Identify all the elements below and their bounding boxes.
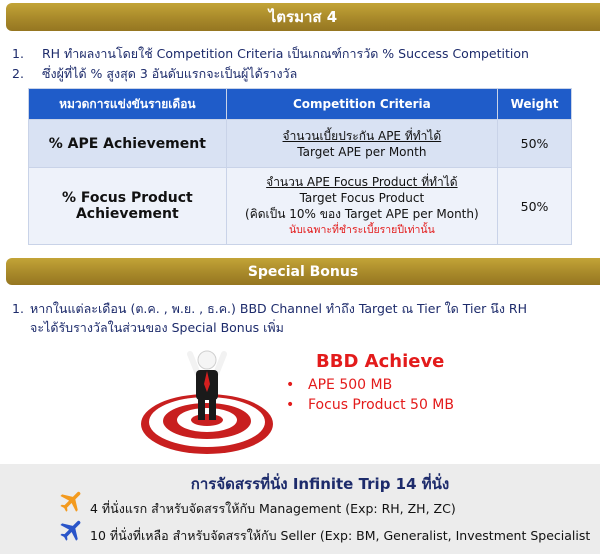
rule-number: 2. — [12, 66, 24, 81]
trip-row: 4 ที่นั่งแรก สำหรับจัดสรรให้กับ Manageme… — [90, 501, 456, 516]
criteria-note: (คิดเป็น 10% ของ Target APE per Month) — [245, 207, 479, 221]
rule-text: RH ทำผลงานโดยใช้ Competition Criteria เป… — [42, 46, 529, 61]
quarter-banner-title: ไตรมาส 4 — [268, 8, 338, 26]
bonus-rule-line: จะได้รับรางวัลในส่วนของ Special Bonus เพ… — [30, 320, 284, 335]
weight-cell: 50% — [497, 167, 572, 245]
competition-table: หมวดการแข่งขันรายเดือน Competition Crite… — [28, 88, 572, 245]
bonus-banner: Special Bonus — [6, 258, 600, 285]
category-cell: % Focus Product Achievement — [28, 167, 227, 245]
achieve-title: BBD Achieve — [316, 351, 445, 372]
criteria-cell: จำนวน APE Focus Product ที่ทำได้ Target … — [225, 167, 499, 245]
header-category: หมวดการแข่งขันรายเดือน — [28, 88, 227, 120]
quarter-banner: ไตรมาส 4 — [6, 3, 600, 31]
bonus-banner-title: Special Bonus — [247, 263, 359, 280]
rule-item: 1. RH ทำผลงานโดยใช้ Competition Criteria … — [12, 44, 529, 64]
table-row: % Focus Product Achievement จำนวน APE Fo… — [28, 167, 572, 245]
criteria-numerator: จำนวน APE Focus Product ที่ทำได้ — [266, 175, 458, 189]
criteria-numerator: จำนวนเบี้ยประกัน APE ที่ทำได้ — [282, 128, 442, 143]
criteria-cell: จำนวนเบี้ยประกัน APE ที่ทำได้ Target APE… — [225, 119, 499, 168]
category-line: % Focus Product — [61, 190, 193, 206]
trip-panel — [0, 464, 600, 554]
weight-cell: 50% — [497, 119, 572, 168]
rule-item: 2. ซึ่งผู้ที่ได้ % สูงสุด 3 อันดับแรกจะเป… — [12, 64, 297, 84]
airplane-icon — [60, 491, 81, 512]
bonus-rule-line: หากในแต่ละเดือน (ต.ค. , พ.ย. , ธ.ค.) BBD… — [30, 301, 527, 316]
target-figure-icon — [141, 350, 273, 454]
criteria-denominator: Target APE per Month — [297, 144, 427, 159]
achieve-list: APE 500 MB Focus Product 50 MB — [286, 375, 454, 415]
bonus-rule: 1. หากในแต่ละเดือน (ต.ค. , พ.ย. , ธ.ค.) … — [12, 299, 527, 337]
header-weight: Weight — [497, 88, 572, 120]
criteria-denominator: Target Focus Product — [299, 191, 425, 205]
header-criteria: Competition Criteria — [225, 88, 499, 120]
table-row: % APE Achievement จำนวนเบี้ยประกัน APE ท… — [28, 119, 572, 168]
list-item: APE 500 MB — [286, 375, 454, 395]
criteria-red-note: นับเฉพาะที่ชำระเบี้ยรายปีเท่านั้น — [288, 224, 435, 236]
trip-title: การจัดสรรที่นั่ง Infinite Trip 14 ที่นั่… — [190, 475, 450, 493]
category-cell: % APE Achievement — [28, 119, 227, 168]
rule-number: 1. — [12, 46, 24, 61]
airplane-icon — [60, 520, 81, 541]
category-line: Achievement — [75, 206, 179, 222]
rule-number: 1. — [12, 301, 24, 316]
trip-row: 10 ที่นั่งที่เหลือ สำหรับจัดสรรให้กับ Se… — [90, 528, 591, 543]
rule-text: ซึ่งผู้ที่ได้ % สูงสุด 3 อันดับแรกจะเป็น… — [42, 66, 298, 81]
list-item: Focus Product 50 MB — [286, 395, 454, 415]
